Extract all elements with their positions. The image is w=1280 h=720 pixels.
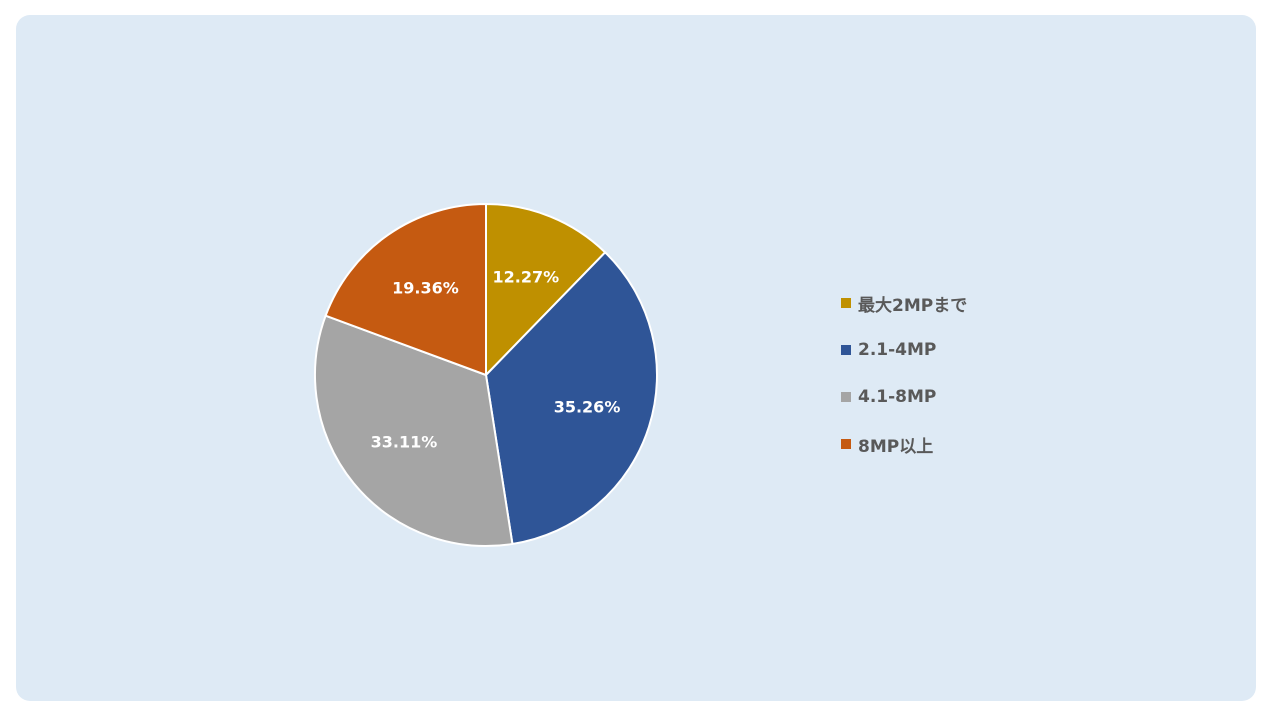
pie-slice [314, 314, 514, 547]
pie-slices [314, 203, 658, 547]
legend-item: 最大2MPまで [841, 291, 968, 316]
legend-label: 最大2MPまで [858, 295, 968, 316]
legend-swatch [841, 298, 851, 308]
legend-swatch [841, 345, 851, 355]
legend-label: 2.1-4MP [858, 340, 937, 360]
data-label: 35.26% [554, 398, 621, 417]
legend-item: 2.1-4MP [841, 338, 967, 362]
legend: 最大2MPまで 2.1-4MP 4.1-8MP 8MP以上 [841, 291, 967, 479]
legend-item: 8MP以上 [841, 432, 967, 457]
pie-labels: 12.27% 35.26% 33.11% 19.36% [371, 267, 621, 451]
data-label: 33.11% [371, 433, 438, 452]
chart-panel: 12.27% 35.26% 33.11% 19.36% 最大2MPまで 2.1-4MP… [16, 15, 1256, 701]
data-label: 19.36% [392, 278, 459, 297]
legend-label: 8MP以上 [858, 436, 934, 457]
data-label: 12.27% [493, 267, 560, 286]
legend-item: 4.1-8MP [841, 385, 967, 409]
legend-swatch [841, 439, 851, 449]
pie-chart: 12.27% 35.26% 33.11% 19.36% [314, 203, 658, 547]
legend-swatch [841, 392, 851, 402]
pie-slice [485, 251, 658, 545]
pie-slice [485, 203, 607, 376]
pie-slice [324, 203, 487, 376]
legend-label: 4.1-8MP [858, 387, 937, 407]
